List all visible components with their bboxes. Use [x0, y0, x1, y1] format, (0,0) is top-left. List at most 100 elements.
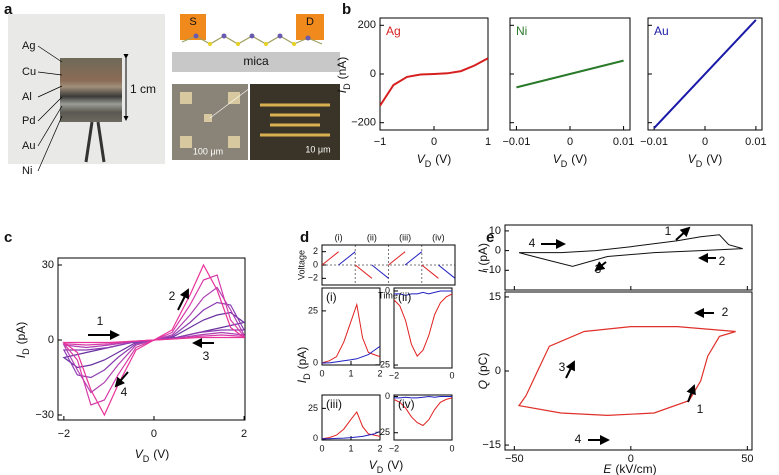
plot-frame — [504, 291, 753, 451]
axis-label-part: (nA) — [335, 57, 349, 80]
layer-label: Ni — [22, 165, 32, 177]
y-tick-label: −2 — [308, 273, 318, 283]
annotation: 2 — [169, 289, 176, 303]
y-tick-label: 30 — [42, 259, 54, 271]
x-tick-label: −50 — [505, 453, 524, 465]
y-tick-label: −30 — [35, 409, 54, 421]
axis-label-part: D — [425, 159, 432, 169]
annotation-arrow — [594, 261, 607, 272]
y-tick-label: −25 — [375, 359, 390, 369]
plot-title: (iv) — [398, 397, 415, 411]
axis-label-part: I — [14, 354, 28, 358]
data-line — [394, 290, 452, 296]
data-line — [322, 251, 439, 279]
y-tick-label: 0 — [313, 357, 318, 367]
axis-label-part: D — [342, 83, 352, 90]
axis-label: E (kV/cm) — [603, 462, 656, 475]
x-tick-label: 2 — [377, 443, 382, 453]
leader-line — [37, 85, 63, 98]
annotation: 1 — [697, 402, 704, 416]
y-tick-label: 10 — [489, 225, 501, 237]
plot-title: Au — [654, 24, 669, 38]
annotation: 4 — [121, 385, 128, 399]
annotation: (ii) — [367, 232, 377, 242]
x-tick-label: 0 — [449, 443, 454, 453]
x-tick-label: 0 — [319, 368, 324, 378]
leader-line — [37, 71, 63, 76]
source-electrode — [180, 14, 206, 40]
data-line — [394, 397, 452, 427]
source-label: S — [189, 16, 196, 28]
layer-label: Ag — [22, 40, 35, 52]
x-tick-label: 0 — [702, 136, 708, 148]
axis-label-part: (V) — [435, 152, 451, 166]
pads — [180, 92, 240, 148]
leader-line — [37, 45, 63, 63]
x-tick-label: −0.01 — [503, 136, 531, 148]
axis-label-part: (V) — [153, 447, 169, 461]
layer-label: Cu — [22, 66, 36, 78]
axis-label-part: (V) — [706, 152, 722, 166]
axis-label-part: V — [135, 447, 144, 461]
y-tick-label: 0 — [370, 68, 376, 80]
y-tick-label: 0 — [495, 245, 501, 257]
axis-label-part: I — [295, 379, 309, 383]
data-line — [338, 251, 455, 279]
axis-label-part: (pC) — [476, 353, 490, 376]
data-line — [516, 59, 624, 89]
panel-label: c — [4, 229, 12, 246]
x-tick-label: 0 — [567, 136, 573, 148]
annotation: 2 — [719, 254, 726, 268]
x-tick-label: 1 — [348, 368, 353, 378]
axis-label-part: D — [696, 159, 703, 169]
x-tick-label: 0 — [628, 453, 634, 465]
fine-electrodes — [260, 103, 330, 137]
x-tick-label: 0 — [431, 136, 437, 148]
axis-label: VD (V) — [135, 447, 170, 464]
axis-label-part: V — [688, 152, 697, 166]
plot-title: (iii) — [326, 397, 342, 411]
zoom-line — [209, 87, 251, 119]
axis-label: I (pA) — [476, 243, 490, 273]
axis-label-part: I — [335, 89, 349, 93]
axis-label-part: V — [553, 152, 562, 166]
x-tick-label: 0.01 — [745, 136, 766, 148]
leader-line — [37, 105, 63, 147]
panel-label: b — [342, 1, 351, 18]
leader-line — [37, 115, 63, 172]
layer-label: Al — [22, 91, 32, 103]
axis-label-part: D — [377, 465, 384, 475]
y-tick-label: 200 — [358, 19, 376, 31]
y-tick-label: −200 — [351, 117, 376, 129]
panel-label: d — [300, 229, 309, 246]
y-tick-label: −25 — [375, 427, 390, 437]
y-tick-label: 0 — [495, 365, 501, 377]
data-line — [322, 431, 380, 440]
x-tick-label: 0 — [151, 428, 157, 440]
substrate-label: mica — [243, 54, 269, 68]
drain-label: D — [306, 16, 314, 28]
plot-title: (ii) — [398, 290, 411, 304]
x-tick-label: 2 — [241, 428, 247, 440]
panel-label: a — [4, 1, 13, 18]
y-tick-label: 25 — [308, 305, 318, 315]
plot-frame — [504, 224, 753, 291]
layer-label: Au — [22, 140, 35, 152]
leader-line — [37, 96, 63, 122]
data-line — [322, 345, 380, 364]
x-tick-label: 0 — [319, 443, 324, 453]
axis-label-part: D — [302, 373, 312, 380]
plot-title: (i) — [326, 290, 337, 304]
axis-label-part: D — [561, 159, 568, 169]
x-tick-label: −0.01 — [640, 136, 668, 148]
x-tick-label: −2 — [58, 428, 71, 440]
axis-label: Voltage — [296, 250, 306, 280]
y-tick-label: 2 — [313, 246, 318, 256]
axis-label-part: (pA) — [476, 243, 490, 266]
scale-label: 1 cm — [130, 82, 156, 96]
axis-label: ID (nA) — [335, 57, 352, 94]
plot-frame — [393, 394, 453, 441]
annotation-arrow — [686, 384, 696, 403]
data-line — [380, 57, 488, 107]
x-tick-label: 2 — [377, 368, 382, 378]
